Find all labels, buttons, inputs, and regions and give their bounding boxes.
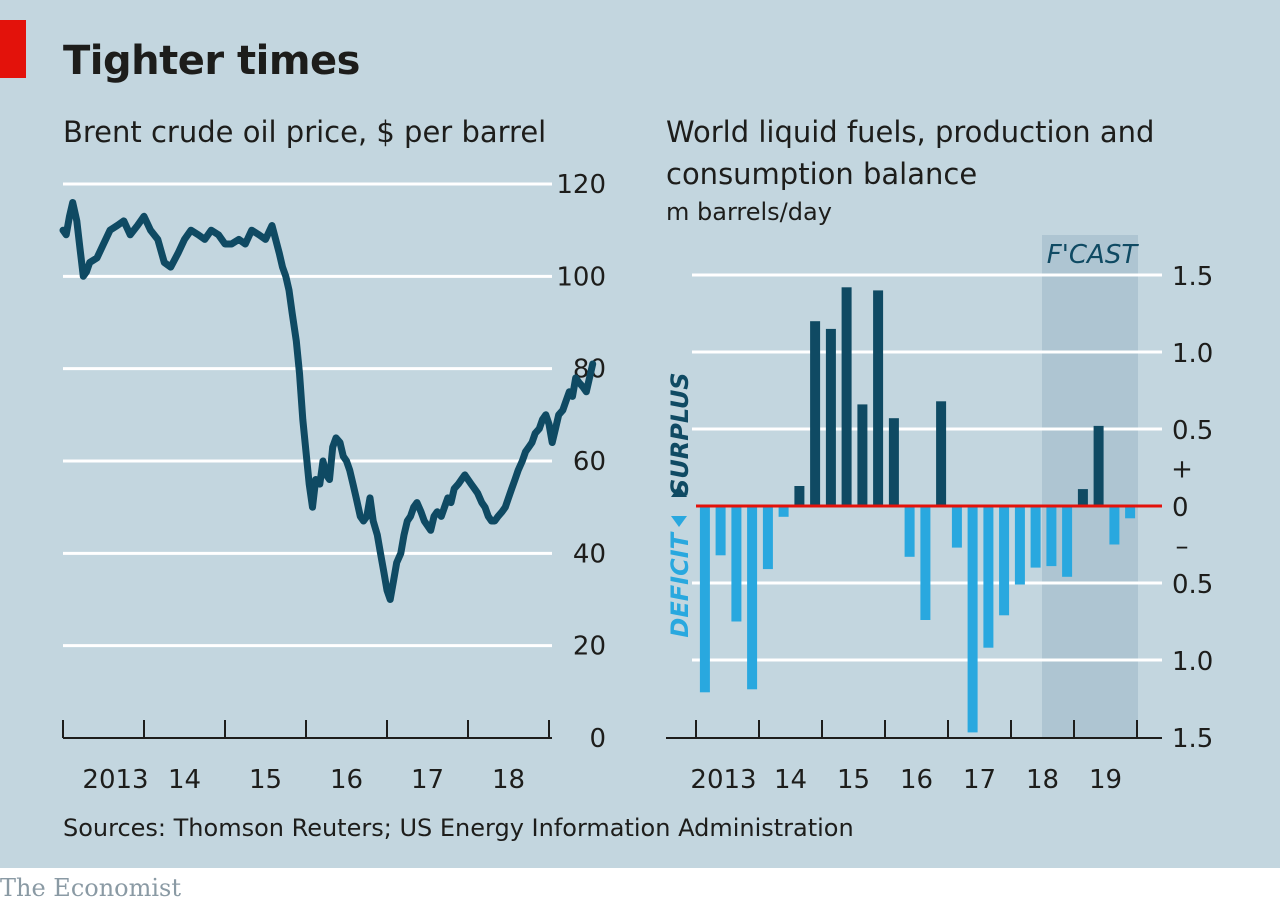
balance-bar [1077,489,1088,506]
balance-bar [1014,506,1025,585]
right-y-tick-label: 0.5 [1172,570,1213,600]
balance-bar [1030,506,1041,568]
economist-logo: The Economist [0,874,182,902]
left-x-tick-label: 17 [411,765,444,795]
right-y-tick-labels: 1.5 1.0 0.5 0 0.5 1.0 1.5 + – [1171,262,1213,754]
left-y-tick-label: 100 [556,262,606,292]
balance-bar [825,328,836,506]
left-x-tick-label: 14 [168,765,201,795]
balance-bar [699,506,710,693]
balance-bar [731,506,742,622]
balance-bar [1046,506,1057,567]
left-y-tick-label: 120 [556,170,606,200]
balance-bar [888,418,899,506]
balance-bar [1093,425,1104,506]
balance-bar [1125,506,1136,519]
right-y-tick-label: 1.5 [1172,262,1213,292]
right-x-tick-label: 18 [1026,765,1059,795]
left-y-tick-label: 60 [573,447,606,477]
balance-bar [920,506,931,620]
right-y-tick-label: 0 [1172,493,1189,523]
right-y-tick-label: 1.0 [1172,339,1213,369]
balance-bar [983,506,994,648]
surplus-deficit-annotation: SURPLUS DEFICIT [666,372,694,637]
right-x-tick-label: 16 [900,765,933,795]
right-y-sign-plus: + [1171,455,1193,485]
balance-bar [762,506,773,570]
right-x-tick-label: 14 [774,765,807,795]
balance-bar [951,506,962,548]
left-x-tick-label: 16 [330,765,363,795]
balance-bar [1062,506,1073,577]
right-y-tick-label: 1.5 [1172,724,1213,754]
right-y-tick-label: 1.0 [1172,647,1213,677]
balance-bar [715,506,726,556]
balance-bar [778,506,789,517]
balance-bar [967,506,978,733]
balance-bar [873,290,884,506]
deficit-label: DEFICIT [666,531,694,637]
balance-bar [747,506,758,690]
right-x-tick-label: 17 [963,765,996,795]
forecast-band [1042,235,1138,738]
right-x-tick-label: 2013 [690,765,756,795]
balance-bar [1109,506,1120,545]
right-x-axis: 2013 14 15 16 17 18 19 [666,720,1162,795]
chart-title: Tighter times [63,38,360,84]
source-note: Sources: Thomson Reuters; US Energy Info… [63,814,854,842]
right-chart-unit: m barrels/day [666,198,832,226]
left-gridlines [63,182,552,648]
balance-bar [810,321,821,506]
surplus-arrow-icon [671,486,687,497]
balance-bar [936,401,947,506]
brand-red-tag [0,20,26,78]
right-x-tick-label: 15 [837,765,870,795]
balance-bar [904,506,915,557]
left-y-tick-label: 0 [589,724,606,754]
right-chart-title: World liquid fuels, production and consu… [666,115,1155,191]
right-x-tick-label: 19 [1089,765,1122,795]
balance-bar [794,486,805,506]
right-y-sign-minus: – [1176,532,1189,562]
left-x-tick-label: 2013 [82,765,148,795]
deficit-arrow-icon [671,516,687,527]
left-x-axis: 2013 14 15 16 17 18 [62,720,552,795]
balance-bar [841,287,852,506]
balance-bar [999,506,1010,616]
left-y-tick-label: 20 [573,632,606,662]
balance-bar [857,404,868,506]
price-line [59,199,597,603]
surplus-label: SURPLUS [666,372,694,496]
left-x-tick-label: 18 [492,765,525,795]
balance-bars [699,287,1136,733]
left-chart-title: Brent crude oil price, $ per barrel [63,115,547,149]
left-y-tick-label: 40 [573,539,606,569]
left-x-tick-label: 15 [249,765,282,795]
right-y-tick-label: 0.5 [1172,416,1213,446]
forecast-label: F'CAST [1047,240,1140,270]
